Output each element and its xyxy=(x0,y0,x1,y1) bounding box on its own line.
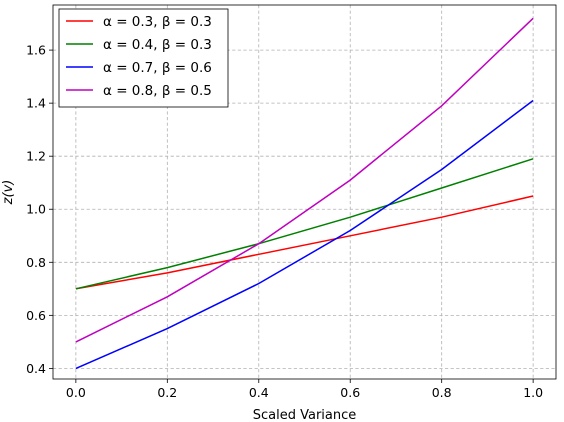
legend-label-1: α = 0.3, β = 0.3 xyxy=(103,14,212,30)
series-line-4 xyxy=(75,17,534,343)
plot-frame xyxy=(52,4,557,380)
series-line-2 xyxy=(75,158,534,290)
y-tick-label: 0.8 xyxy=(26,255,46,270)
legend-label-4: α = 0.8, β = 0.5 xyxy=(103,83,212,99)
legend-label-2: α = 0.4, β = 0.3 xyxy=(103,37,212,53)
x-axis-ticks: 0.0 0.2 0.4 0.6 0.8 1.0 xyxy=(66,379,543,400)
y-tick-label: 1.2 xyxy=(26,149,46,164)
series-line-3 xyxy=(75,99,534,370)
y-tick-label: 1.4 xyxy=(26,96,46,111)
x-tick-label: 1.0 xyxy=(523,385,543,400)
y-tick-label: 0.4 xyxy=(26,361,46,376)
x-tick-label: 0.8 xyxy=(432,385,452,400)
y-tick-label: 0.6 xyxy=(26,308,46,323)
x-tick-label: 0.6 xyxy=(340,385,360,400)
x-tick-label: 0.0 xyxy=(66,385,86,400)
legend-label-3: α = 0.7, β = 0.6 xyxy=(103,60,212,76)
y-tick-label: 1.6 xyxy=(26,43,46,58)
series-group xyxy=(75,17,534,370)
y-axis-label: z(v) xyxy=(1,180,16,206)
x-tick-label: 0.4 xyxy=(249,385,269,400)
x-axis-label: Scaled Variance xyxy=(253,408,357,422)
x-tick-label: 0.2 xyxy=(157,385,177,400)
legend: α = 0.3, β = 0.3 α = 0.4, β = 0.3 α = 0.7,… xyxy=(58,8,229,108)
y-axis-ticks: 0.4 0.6 0.8 1.0 1.2 1.4 1.6 xyxy=(26,43,53,376)
y-tick-label: 1.0 xyxy=(26,202,46,217)
series-line-1 xyxy=(75,195,534,290)
